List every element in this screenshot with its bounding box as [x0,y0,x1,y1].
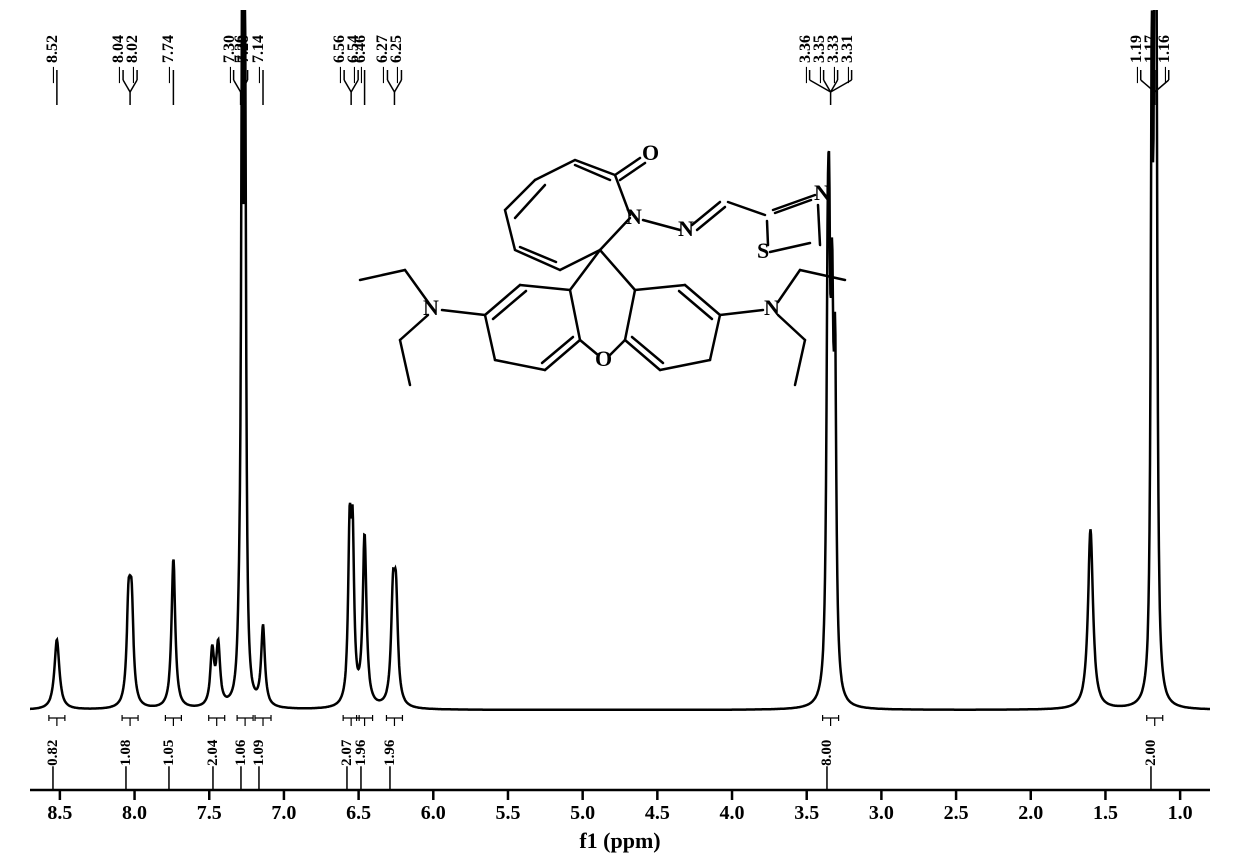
atom-N-thiazole: N [814,180,830,206]
x-tick-label: 1.0 [1168,802,1193,838]
atom-N-lactam: N [626,204,642,230]
integration-label: ⸺1.96 [349,740,370,791]
peak-label: — 3.31 [839,35,857,83]
integration-label: ⸺1.08 [114,740,135,791]
x-tick-label: 4.0 [720,802,745,838]
x-tick-label: 8.0 [122,802,147,838]
x-tick-label: 2.5 [944,802,969,838]
peak-label: — 7.74 [160,35,178,83]
nmr-plot: 8.58.07.57.06.56.05.55.04.54.03.53.02.52… [30,10,1210,770]
integration-label: ⸺1.09 [247,740,268,791]
x-tick-label: 5.5 [495,802,520,838]
peak-label: — 8.52 [44,35,62,83]
atom-N-hydrazone: N [678,216,694,242]
integration-label: ⸺0.82 [41,740,62,791]
x-tick-label: 8.5 [47,802,72,838]
x-tick-label: 2.0 [1018,802,1043,838]
integration-label: ⸺2.04 [201,740,222,791]
x-tick-label: 7.0 [271,802,296,838]
peak-label: — 8.02 [124,35,142,83]
x-tick-label: 6.5 [346,802,371,838]
molecule-structure: O N N N S O N N [320,140,900,460]
atom-O-xanthene: O [595,346,612,372]
peak-label: — 7.26 [232,35,250,83]
atom-N-right: N [764,295,780,321]
integration-label: ⸺8.00 [815,740,836,791]
peak-label: — 6.25 [388,35,406,83]
integration-label: ⸺1.05 [157,740,178,791]
atom-S-thiazole: S [757,238,769,264]
integration-label: ⸺1.96 [378,740,399,791]
x-tick-label: 3.5 [794,802,819,838]
atom-O-carbonyl: O [642,140,659,166]
peak-label: — 1.16 [1156,35,1174,83]
x-tick-label: 6.0 [421,802,446,838]
x-tick-label: 1.5 [1093,802,1118,838]
x-tick-label: 3.0 [869,802,894,838]
integration-label: ⸺2.00 [1139,740,1160,791]
peak-label: — 7.14 [250,35,268,83]
atom-N-left: N [423,295,439,321]
peak-label: — 6.46 [352,35,370,83]
x-tick-label: 7.5 [197,802,222,838]
